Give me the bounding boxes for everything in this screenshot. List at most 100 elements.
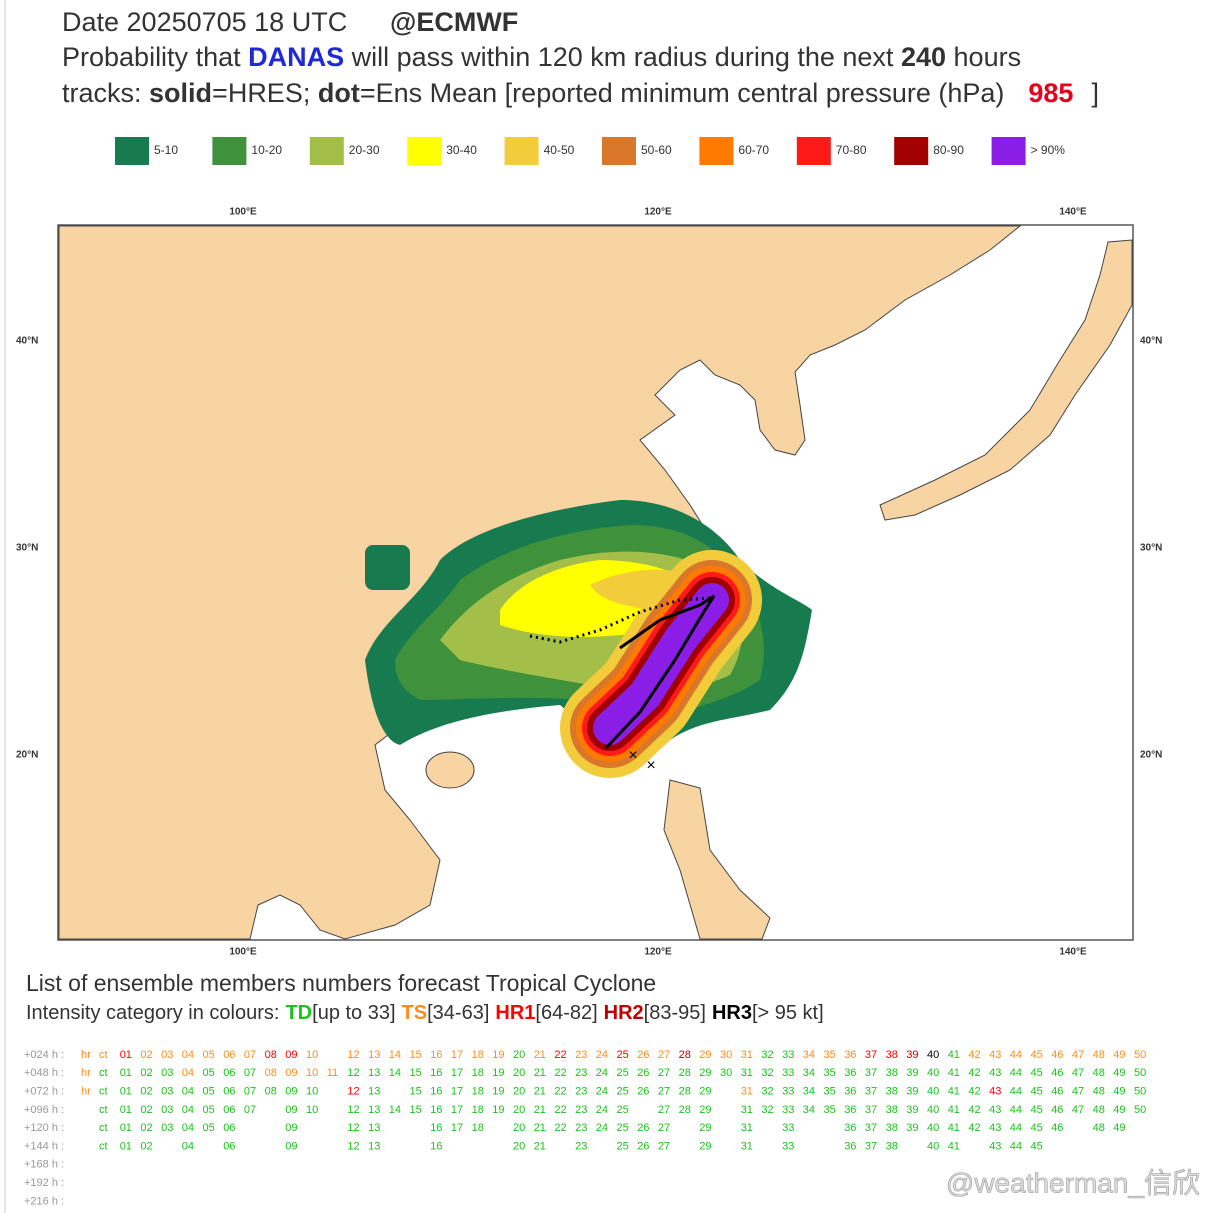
member: 03 [161, 1067, 173, 1079]
prob-area [593, 583, 729, 745]
intensity-legend: List of ensemble members numbers forecas… [26, 970, 824, 1024]
member: 26 [637, 1140, 649, 1152]
member: 12 [347, 1122, 359, 1134]
member: 04 [182, 1086, 194, 1098]
member: 22 [554, 1122, 566, 1134]
prob-band [560, 550, 762, 778]
member: 10 [306, 1067, 318, 1079]
text: =Ens Mean [reported minimum central pres… [360, 78, 1005, 108]
member: 45 [1031, 1067, 1043, 1079]
member: 07 [244, 1086, 256, 1098]
row-label: +168 h : [24, 1159, 64, 1171]
category-range: [> 95 kt] [752, 1002, 824, 1024]
member: 13 [368, 1086, 380, 1098]
member: 42 [968, 1122, 980, 1134]
category-range: [up to 33] [312, 1002, 395, 1024]
member: 41 [948, 1086, 960, 1098]
lat-label: 30°N [16, 543, 38, 554]
member: 38 [886, 1086, 898, 1098]
member: 27 [658, 1140, 670, 1152]
member: 17 [451, 1086, 463, 1098]
member: hr [81, 1049, 91, 1061]
member: 33 [782, 1122, 794, 1134]
member: 48 [1093, 1104, 1105, 1116]
member: 03 [161, 1104, 173, 1116]
member: 38 [886, 1049, 898, 1061]
member: 04 [182, 1104, 194, 1116]
member: 25 [617, 1122, 629, 1134]
member: 01 [120, 1122, 132, 1134]
member: 06 [223, 1122, 235, 1134]
row-label: +096 h : [24, 1104, 64, 1116]
text: ] [1091, 78, 1099, 108]
member: 08 [265, 1086, 277, 1098]
member: ct [99, 1067, 108, 1079]
member: 14 [389, 1104, 401, 1116]
member: 20 [513, 1104, 525, 1116]
position-mark: × [646, 757, 655, 774]
member-table: +024 h : hr ct 01 02 03 04 05 06 07 08 09 10 12 13 14 15… [24, 1049, 1146, 1207]
member: 37 [865, 1086, 877, 1098]
member: 40 [927, 1086, 939, 1098]
member: 50 [1134, 1067, 1146, 1079]
member: 24 [596, 1049, 608, 1061]
member: 46 [1051, 1122, 1063, 1134]
member: 16 [430, 1122, 442, 1134]
member: 24 [596, 1067, 608, 1079]
member: 45 [1031, 1104, 1043, 1116]
member: 14 [389, 1049, 401, 1061]
member: 05 [203, 1086, 215, 1098]
member: 43 [989, 1140, 1001, 1152]
member: 20 [513, 1140, 525, 1152]
member: 02 [140, 1122, 152, 1134]
member: 27 [658, 1104, 670, 1116]
member: 15 [410, 1049, 422, 1061]
member: 41 [948, 1104, 960, 1116]
category-code: TS [402, 1002, 428, 1024]
member: 39 [906, 1122, 918, 1134]
member: 17 [451, 1049, 463, 1061]
member: 23 [575, 1122, 587, 1134]
member: 12 [347, 1104, 359, 1116]
legend-label: 50-60 [641, 143, 672, 157]
member: 50 [1134, 1049, 1146, 1061]
member: 43 [989, 1049, 1001, 1061]
member: 43 [989, 1122, 1001, 1134]
row-label: +192 h : [24, 1177, 64, 1189]
member: 40 [927, 1122, 939, 1134]
member: 41 [948, 1122, 960, 1134]
member: 48 [1093, 1086, 1105, 1098]
member: 25 [617, 1049, 629, 1061]
member: 44 [1010, 1122, 1022, 1134]
member: 38 [886, 1067, 898, 1079]
member: 34 [803, 1049, 815, 1061]
member: 29 [699, 1086, 711, 1098]
member: 46 [1051, 1049, 1063, 1061]
member: 26 [637, 1086, 649, 1098]
member: 21 [534, 1067, 546, 1079]
member: 23 [575, 1140, 587, 1152]
member: 35 [824, 1049, 836, 1061]
member: 44 [1010, 1086, 1022, 1098]
text: will pass within 120 km radius during th… [351, 42, 894, 72]
legend-swatch [894, 137, 929, 165]
legend-label: 40-50 [544, 143, 575, 157]
member: 20 [513, 1086, 525, 1098]
text: hours [954, 42, 1022, 72]
member: 19 [492, 1067, 504, 1079]
member: 13 [368, 1140, 380, 1152]
category-range: [34-63] [427, 1002, 489, 1024]
member: 01 [120, 1104, 132, 1116]
category-range: [83-95] [644, 1002, 706, 1024]
member: 03 [161, 1049, 173, 1061]
member: 39 [906, 1104, 918, 1116]
member: 12 [347, 1140, 359, 1152]
member: 42 [968, 1104, 980, 1116]
member: 36 [844, 1140, 856, 1152]
member: 10 [306, 1086, 318, 1098]
member: 06 [223, 1140, 235, 1152]
member: 47 [1072, 1067, 1084, 1079]
member: 04 [182, 1049, 194, 1061]
storm: DANAS [248, 42, 344, 72]
member: 49 [1113, 1049, 1125, 1061]
